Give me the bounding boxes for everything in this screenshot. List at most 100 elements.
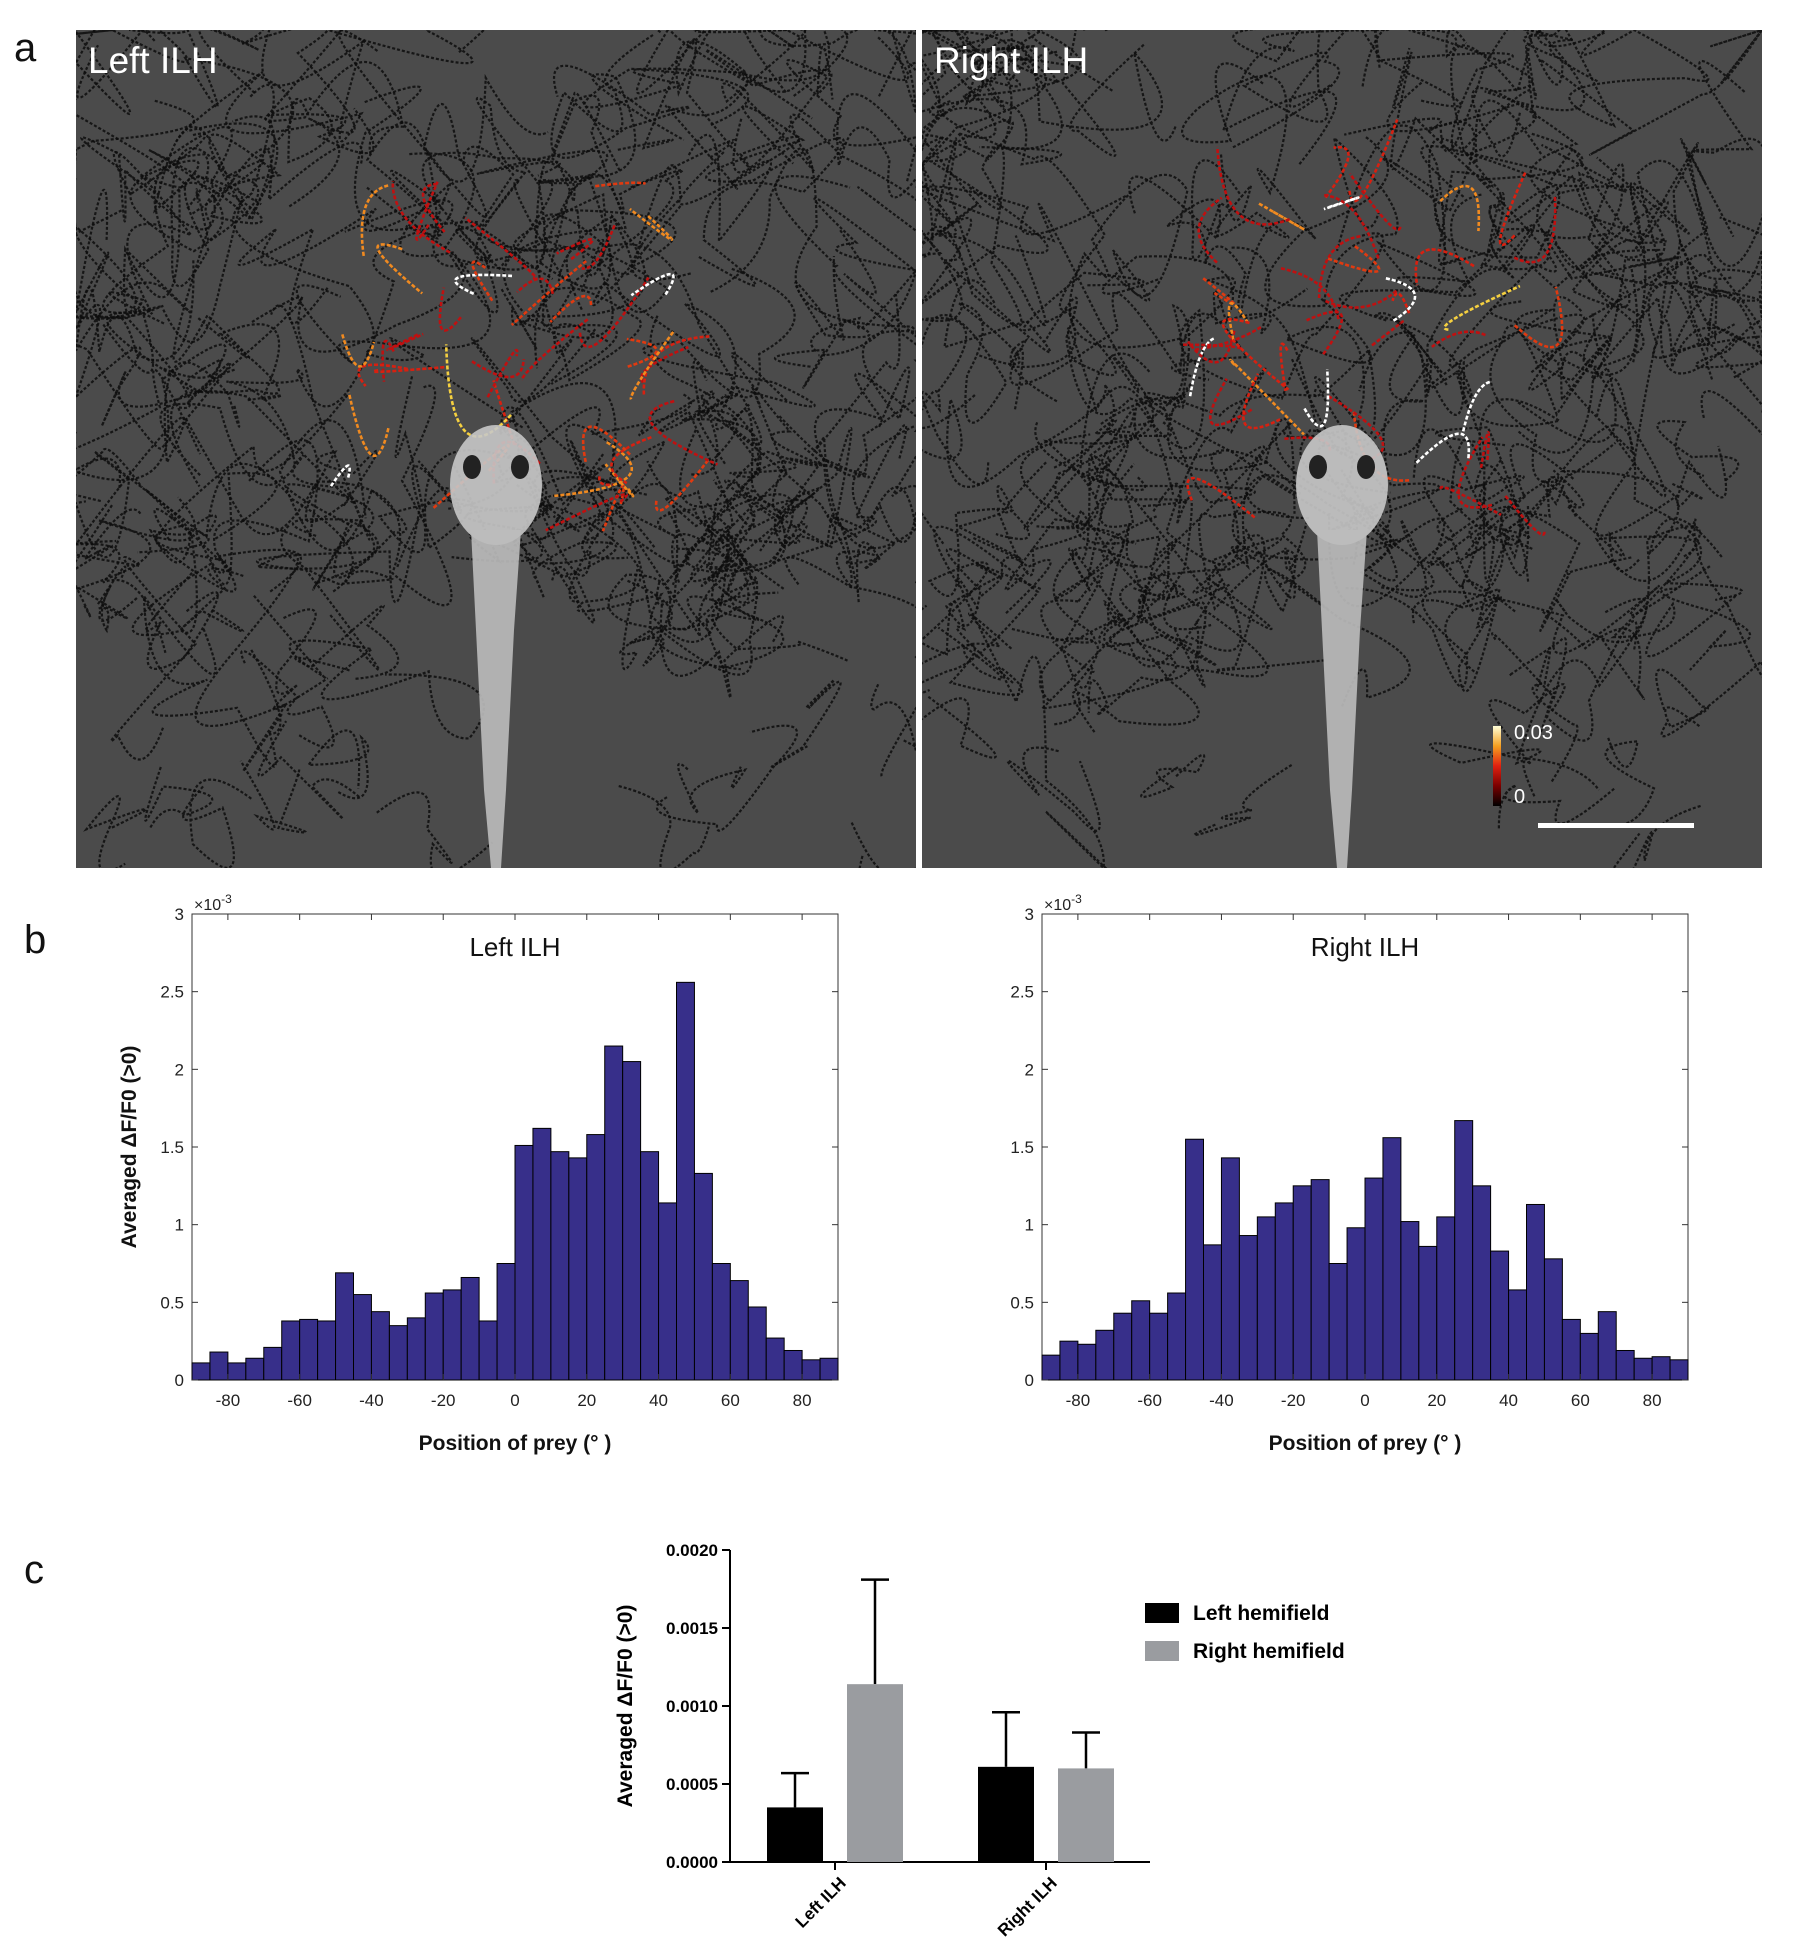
bar <box>1059 1340 1079 1381</box>
y-tick-label: 0 <box>175 1371 184 1390</box>
trajectory-map-right <box>922 30 1762 868</box>
bar <box>1292 1185 1312 1381</box>
colorbar-max-label: 0.03 <box>1514 722 1553 744</box>
bar <box>1346 1227 1366 1381</box>
bar <box>370 1311 390 1381</box>
x-axis-label: Position of prey (° ) <box>1269 1432 1462 1455</box>
activity-segments <box>1183 119 1564 536</box>
bar <box>801 1359 821 1381</box>
axis-exponent-power: -3 <box>1071 892 1082 906</box>
bar <box>729 1280 749 1381</box>
bar <box>747 1306 767 1381</box>
bar <box>640 1151 660 1381</box>
x-tick-label: -80 <box>1066 1391 1091 1410</box>
bar <box>604 1045 624 1381</box>
y-tick-label: 1.5 <box>1010 1138 1034 1157</box>
x-tick-label: -60 <box>287 1391 312 1410</box>
y-tick-label: 1.5 <box>160 1138 184 1157</box>
y-tick-label: 2.5 <box>1010 983 1034 1002</box>
bar <box>1615 1349 1635 1381</box>
bar <box>1328 1263 1348 1381</box>
bar <box>191 1362 211 1381</box>
bar <box>819 1357 839 1381</box>
bar <box>1185 1138 1205 1381</box>
y-tick-label: 0.5 <box>160 1293 184 1312</box>
bar <box>299 1318 319 1381</box>
bar <box>1454 1120 1474 1381</box>
bar <box>406 1317 426 1381</box>
bar <box>1561 1318 1581 1381</box>
bar <box>1669 1359 1689 1381</box>
bar <box>1058 1768 1114 1862</box>
x-tick-label: -40 <box>359 1391 384 1410</box>
legend-swatch <box>1145 1641 1179 1661</box>
bar <box>460 1276 480 1381</box>
right-ilh-image-label: Right ILH <box>934 40 1089 81</box>
bar <box>424 1292 444 1381</box>
x-tick-label: 40 <box>1499 1391 1518 1410</box>
bar <box>676 981 695 1381</box>
y-tick-label: 0 <box>1025 1371 1034 1390</box>
bar <box>1220 1157 1240 1381</box>
bar <box>550 1151 570 1381</box>
bar <box>1543 1258 1563 1381</box>
bar <box>1400 1221 1420 1381</box>
left-ilh-image: Left ILH <box>76 30 916 868</box>
y-tick-label: 1 <box>1025 1216 1034 1235</box>
y-tick-label: 0.0005 <box>666 1775 718 1794</box>
bar <box>1526 1203 1545 1381</box>
y-tick-label: 0.0020 <box>666 1541 718 1560</box>
axis-exponent-label: ×10-3 <box>194 892 232 914</box>
y-tick-label: 0.0000 <box>666 1853 718 1872</box>
bar <box>1633 1357 1653 1381</box>
bar <box>622 1061 642 1381</box>
y-tick-label: 0.5 <box>1010 1293 1034 1312</box>
bars <box>191 981 839 1381</box>
bar <box>978 1766 1034 1862</box>
trajectory-map-left <box>76 30 916 868</box>
x-tick-label: 40 <box>649 1391 668 1410</box>
right-ilh-image: Right ILH 0.03 0 <box>922 30 1762 868</box>
left-ilh-image-label: Left ILH <box>88 40 218 81</box>
histogram-right-ilh: -80 -60 -40 -20 0 20 40 60 80 0 0.5 1 1.5 2 2.5 3 ×10-3 R… <box>950 890 1710 1470</box>
panel-letter-c: c <box>24 1548 44 1592</box>
axis-exponent-label: ×10-3 <box>1044 892 1082 914</box>
bar <box>1579 1332 1599 1381</box>
bars <box>1041 1120 1689 1381</box>
x-tick-label: 0 <box>510 1391 519 1410</box>
bar <box>514 1144 534 1381</box>
colorbar-min-label: 0 <box>1514 786 1526 808</box>
bar <box>1436 1216 1456 1381</box>
bar <box>227 1362 247 1381</box>
bar <box>317 1320 337 1381</box>
bar <box>1041 1354 1061 1381</box>
bar <box>263 1346 283 1381</box>
x-tick-label: Left ILH <box>792 1873 850 1931</box>
bar <box>767 1807 823 1862</box>
bar <box>1077 1343 1097 1381</box>
panel-letter-a: a <box>14 26 37 70</box>
bar <box>711 1263 731 1381</box>
bar <box>1238 1235 1258 1381</box>
bar <box>1382 1137 1402 1381</box>
y-tick-label: 1 <box>175 1216 184 1235</box>
bar <box>1113 1312 1133 1381</box>
bar <box>478 1320 498 1381</box>
bar <box>1256 1216 1276 1381</box>
bar <box>1597 1311 1617 1381</box>
x-tick-label: 20 <box>1427 1391 1446 1410</box>
chart-title: Left ILH <box>469 932 560 962</box>
bar <box>1472 1185 1492 1381</box>
axis-exponent-power: -3 <box>221 892 232 906</box>
x-tick-label: 80 <box>793 1391 812 1410</box>
y-tick-label: 2 <box>175 1060 184 1079</box>
bar <box>1131 1300 1151 1381</box>
bar <box>388 1325 408 1381</box>
x-tick-label: -20 <box>431 1391 456 1410</box>
legend-swatch <box>1145 1603 1179 1623</box>
histogram-left-ilh: -80 -60 -40 -20 0 20 40 60 80 0 0.5 1 1.5 2 2.5 3 ×10-3 L… <box>100 890 860 1470</box>
larva-silhouette <box>1296 425 1388 868</box>
bar <box>1167 1292 1187 1381</box>
x-tick-label: 60 <box>721 1391 740 1410</box>
y-tick-label: 0.0015 <box>666 1619 718 1638</box>
